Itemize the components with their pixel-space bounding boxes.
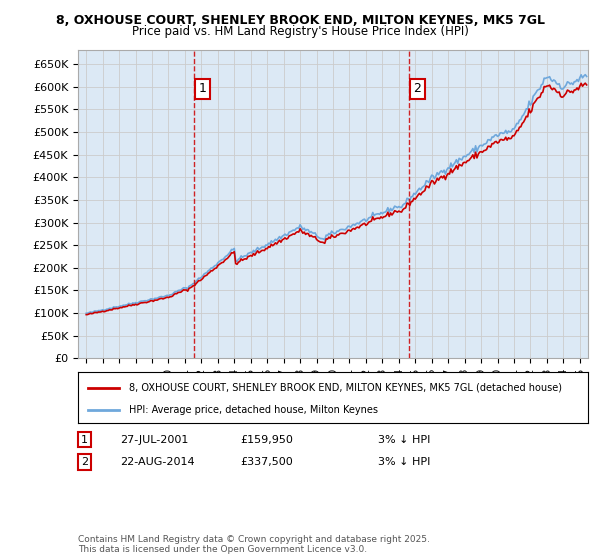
Text: Price paid vs. HM Land Registry's House Price Index (HPI): Price paid vs. HM Land Registry's House …	[131, 25, 469, 38]
Text: 1: 1	[199, 82, 206, 95]
Text: 2: 2	[81, 457, 88, 467]
Text: 8, OXHOUSE COURT, SHENLEY BROOK END, MILTON KEYNES, MK5 7GL (detached house): 8, OXHOUSE COURT, SHENLEY BROOK END, MIL…	[129, 382, 562, 393]
Text: HPI: Average price, detached house, Milton Keynes: HPI: Average price, detached house, Milt…	[129, 405, 378, 415]
Text: 22-AUG-2014: 22-AUG-2014	[120, 457, 194, 467]
Text: 8, OXHOUSE COURT, SHENLEY BROOK END, MILTON KEYNES, MK5 7GL: 8, OXHOUSE COURT, SHENLEY BROOK END, MIL…	[56, 14, 545, 27]
Text: Contains HM Land Registry data © Crown copyright and database right 2025.
This d: Contains HM Land Registry data © Crown c…	[78, 535, 430, 554]
Text: 3% ↓ HPI: 3% ↓ HPI	[378, 435, 430, 445]
Text: £159,950: £159,950	[240, 435, 293, 445]
Text: 2: 2	[413, 82, 421, 95]
Text: £337,500: £337,500	[240, 457, 293, 467]
Text: 3% ↓ HPI: 3% ↓ HPI	[378, 457, 430, 467]
Text: 1: 1	[81, 435, 88, 445]
Text: 27-JUL-2001: 27-JUL-2001	[120, 435, 188, 445]
